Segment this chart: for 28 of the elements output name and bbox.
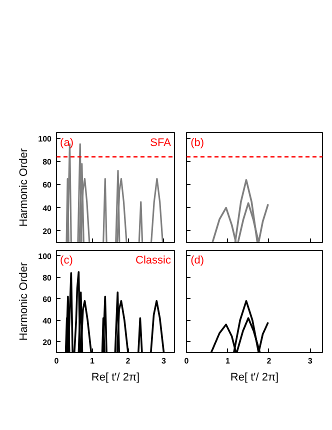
annotation: (d) (190, 254, 204, 267)
x-axis-title: Re[ t'/ 2π] (91, 372, 140, 384)
y-tick-label: 60 (42, 180, 52, 190)
y-tick-label: 20 (42, 338, 52, 347)
x-axis-title: Re[ t'/ 2π] (230, 372, 279, 384)
y-tick-label: 60 (42, 294, 52, 304)
x-tick-label: 0 (184, 356, 190, 366)
annotation: SFA (150, 136, 172, 149)
x-tick-label: 3 (162, 356, 167, 366)
x-tick-label: 0 (54, 356, 60, 366)
y-tick-label: 40 (42, 204, 52, 213)
y-tick-label: 80 (42, 157, 52, 166)
y-axis-title: Harmonic Order (18, 148, 30, 227)
y-tick-label: 80 (42, 273, 52, 282)
y-tick-label: 20 (42, 226, 52, 236)
x-tick-label: 2 (266, 356, 272, 366)
annotation: (a) (60, 136, 74, 149)
x-tick-label: 2 (126, 356, 131, 366)
annotation: Classic (136, 254, 172, 267)
y-axis-title: Harmonic Order (18, 262, 30, 341)
y-tick-label: 100 (38, 134, 52, 144)
x-tick-label: 3 (308, 356, 313, 366)
x-tick-label: 1 (90, 356, 96, 366)
y-tick-label: 40 (42, 316, 52, 326)
annotation: (b) (190, 136, 204, 149)
y-tick-label: 100 (38, 252, 52, 261)
x-tick-label: 1 (225, 356, 230, 366)
annotation: (c) (60, 254, 73, 267)
